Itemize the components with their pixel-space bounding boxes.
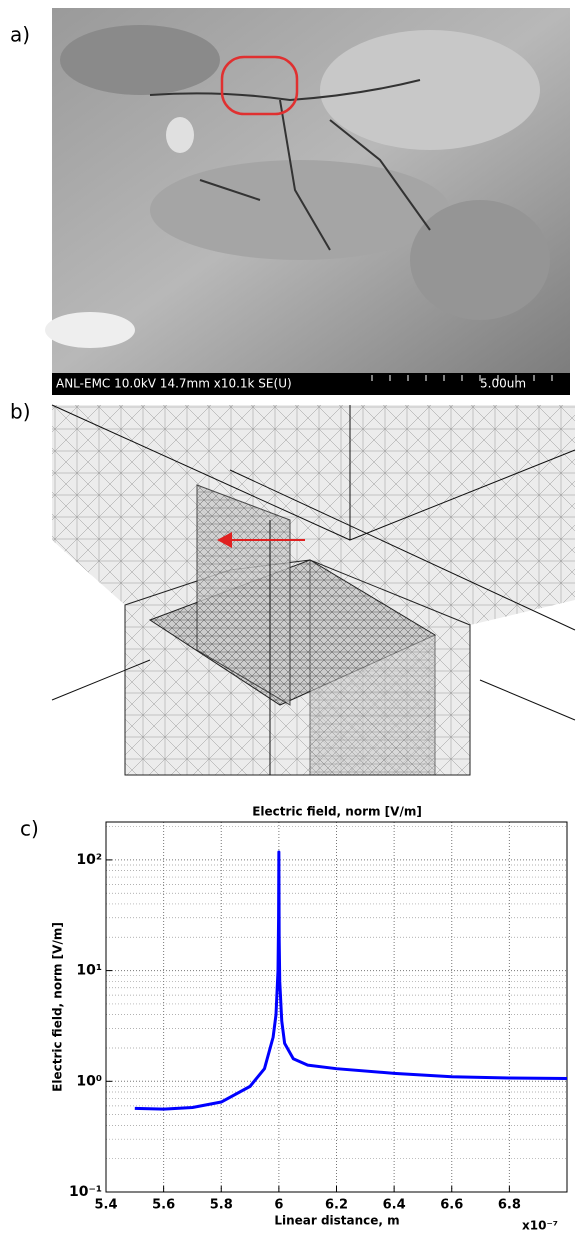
x-tick-label: 6.2	[325, 1198, 348, 1213]
x-tick-label: 5.4	[94, 1198, 117, 1213]
mesh-image	[52, 405, 575, 775]
figure: a) b) c) ANL-EMC 10.0kV 14.7mm x10.1k SE…	[0, 0, 577, 1237]
x-tick-label: 6.6	[440, 1198, 463, 1213]
y-tick-label: 10¹	[76, 963, 102, 979]
x-multiplier: x10⁻⁷	[522, 1219, 558, 1233]
panel-label: b)	[10, 400, 31, 424]
y-tick-label: 10²	[76, 852, 102, 868]
scale-label: 5.00um	[480, 377, 526, 391]
panel-label: c)	[20, 817, 39, 841]
sem-image: ANL-EMC 10.0kV 14.7mm x10.1k SE(U) 5.00u…	[45, 8, 570, 395]
x-tick-label: 5.8	[210, 1198, 233, 1213]
y-axis-label: Electric field, norm [V/m]	[51, 922, 65, 1092]
plot-frame	[106, 822, 567, 1192]
chart: Electric field, norm [V/m] Linear distan…	[51, 805, 568, 1233]
panel-label: a)	[10, 23, 30, 47]
data-line	[135, 852, 567, 1109]
sem-info: ANL-EMC 10.0kV 14.7mm x10.1k SE(U)	[56, 377, 292, 391]
y-tick-label: 10⁰	[76, 1073, 102, 1089]
x-tick-label: 6.8	[498, 1198, 521, 1213]
x-tick-label: 6	[274, 1198, 283, 1213]
x-tick-label: 5.6	[152, 1198, 175, 1213]
x-tick-label: 6.4	[383, 1198, 406, 1213]
chart-title: Electric field, norm [V/m]	[252, 805, 422, 819]
x-axis-label: Linear distance, m	[274, 1214, 399, 1228]
